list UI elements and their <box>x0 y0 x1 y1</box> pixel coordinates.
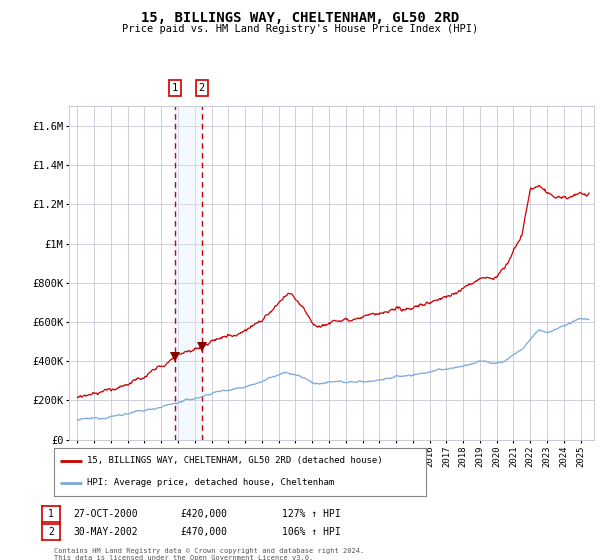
Text: 1: 1 <box>48 509 54 519</box>
Text: 106% ↑ HPI: 106% ↑ HPI <box>282 527 341 537</box>
Bar <box>175 106 202 440</box>
Text: 2: 2 <box>199 83 205 93</box>
Text: 27-OCT-2000: 27-OCT-2000 <box>73 509 138 519</box>
Text: 127% ↑ HPI: 127% ↑ HPI <box>282 509 341 519</box>
Text: 15, BILLINGS WAY, CHELTENHAM, GL50 2RD: 15, BILLINGS WAY, CHELTENHAM, GL50 2RD <box>141 11 459 25</box>
Text: 30-MAY-2002: 30-MAY-2002 <box>73 527 138 537</box>
Text: 2: 2 <box>48 527 54 537</box>
Text: Contains HM Land Registry data © Crown copyright and database right 2024.
This d: Contains HM Land Registry data © Crown c… <box>54 548 364 560</box>
Text: HPI: Average price, detached house, Cheltenham: HPI: Average price, detached house, Chel… <box>87 478 334 487</box>
Text: £470,000: £470,000 <box>180 527 227 537</box>
Text: 1: 1 <box>172 83 178 93</box>
Text: 15, BILLINGS WAY, CHELTENHAM, GL50 2RD (detached house): 15, BILLINGS WAY, CHELTENHAM, GL50 2RD (… <box>87 456 382 465</box>
Text: £420,000: £420,000 <box>180 509 227 519</box>
Text: Price paid vs. HM Land Registry's House Price Index (HPI): Price paid vs. HM Land Registry's House … <box>122 24 478 34</box>
